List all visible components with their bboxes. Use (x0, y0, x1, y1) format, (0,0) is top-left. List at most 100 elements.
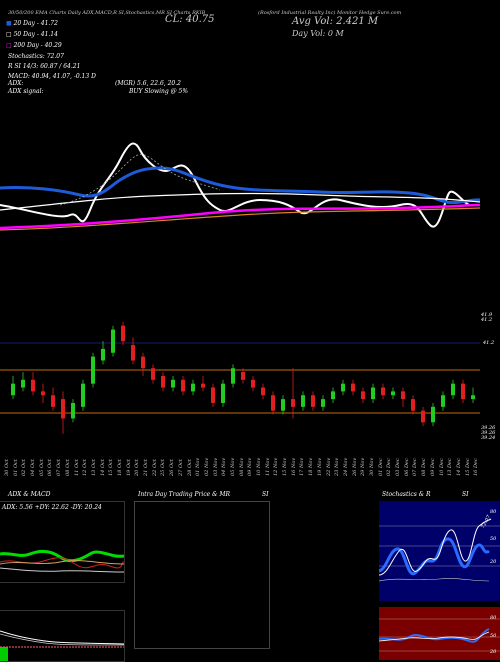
candle-body (41, 391, 45, 396)
date-label: 06 Oct (47, 459, 54, 476)
date-label: 12 Nov (273, 457, 280, 476)
date-label: 27 Oct (177, 459, 184, 476)
date-label: 15 Dec (464, 458, 471, 476)
candle-body (181, 379, 185, 392)
candle-body (261, 387, 265, 396)
close-price: CL: 40.75 (165, 14, 215, 25)
date-label: 10 Nov (256, 457, 263, 476)
candle-body (381, 387, 385, 396)
candle-body (101, 348, 105, 361)
intraday-title: Intra Day Trading Price & MR (138, 491, 231, 498)
level-mid: 41.2 (483, 340, 495, 346)
candle-body (91, 356, 95, 384)
date-label: 23 Nov (334, 457, 341, 476)
candle-body (401, 391, 405, 400)
date-label: 02 Nov (203, 457, 210, 476)
date-label: 04 Oct (30, 459, 37, 476)
date-label: 19 Oct (125, 459, 132, 476)
stoch-tick-50: 50 (490, 536, 497, 542)
candle-body (11, 383, 15, 396)
date-label: 14 Oct (99, 459, 106, 476)
adx-panel-title: ADX & MACD (8, 491, 51, 498)
ema50-line (0, 192, 481, 211)
avg-volume: Avg Vol: 2.421 M (292, 16, 379, 27)
date-label: 14 Dec (455, 458, 462, 476)
macd-panel (0, 610, 125, 662)
date-label: 01 Dec (377, 458, 384, 476)
date-label: 18 Nov (308, 457, 315, 476)
ema200-line (0, 203, 481, 230)
adx-signal-label: ADX signal: (8, 88, 44, 95)
date-label: 05 Oct (38, 459, 45, 476)
candle-body (231, 368, 235, 384)
date-label: 15 Nov (282, 457, 289, 476)
candle-body (151, 368, 155, 380)
candle-body (31, 379, 35, 392)
candle-body (221, 383, 225, 403)
macd-label: MACD: 40.94, 41.07, -0.13 D (8, 73, 96, 80)
ema-orange (0, 207, 481, 231)
date-label: 06 Dec (403, 458, 410, 476)
date-label: 19 Nov (316, 457, 323, 476)
date-label: 13 Dec (447, 458, 454, 476)
date-label: 30 Oct (4, 459, 10, 476)
intraday-panel (134, 501, 270, 649)
candle-body (361, 391, 365, 400)
ema20-line (0, 166, 481, 205)
date-label: 22 Oct (151, 459, 158, 476)
ema-white-dotted (59, 153, 221, 206)
candle-body (421, 410, 425, 423)
date-label: 07 Oct (56, 459, 63, 476)
candle-body (461, 383, 465, 400)
adx-label: ADX: (8, 80, 24, 87)
date-label: 20 Oct (134, 459, 141, 476)
candle-body (411, 399, 415, 411)
candle-body (391, 391, 395, 396)
company-name: (Rosford Industrial Realty Inc) Monitor … (258, 10, 402, 16)
date-label: 13 Oct (90, 459, 97, 476)
candle-body (311, 395, 315, 407)
date-label: 26 Nov (351, 457, 358, 476)
date-label: 17 Nov (299, 457, 306, 476)
candle-body (21, 379, 25, 388)
candle-body (121, 325, 125, 342)
ema50-label: □ 50 Day - 41.14 (6, 31, 58, 38)
date-label: 01 Nov (195, 457, 202, 476)
candle-body (341, 383, 345, 392)
date-label: 02 Dec (386, 458, 393, 476)
stoch-title: Stochastics & R (382, 491, 431, 498)
level-low-3: 39.24 (481, 435, 496, 441)
date-label: 04 Nov (221, 457, 228, 476)
adx-panel-values: ADX: 5.56 +DY: 22.62 -DY: 20.24 (2, 504, 102, 511)
rsi-tick-20: 20 (490, 649, 497, 655)
level-top-2: 41.2 (481, 317, 493, 323)
date-label: 29 Nov (360, 457, 367, 476)
level-top-1: 41.9 (481, 312, 493, 318)
adx-signal-value: BUY Slowing @ 5% (129, 88, 189, 95)
price-line-white (0, 142, 471, 228)
candle-body (51, 395, 55, 407)
date-label: 02 Oct (21, 459, 28, 476)
stoch-si: SI (462, 491, 469, 498)
adx-lines (0, 549, 124, 573)
date-label: 12 Oct (82, 459, 89, 476)
date-axis: 30 Oct 01 Oct 02 Oct 04 Oct 05 Oct 06 Oct 07 O… (0, 436, 480, 480)
day-volume: Day Vol: 0 M (292, 29, 344, 38)
candle-body (161, 375, 165, 388)
header-title: 30/50/200 EMA Charts Daily ADX,MACD,R SI… (8, 10, 206, 16)
date-label: 21 Oct (143, 459, 150, 476)
rsi-tick-50: 50 (490, 633, 497, 639)
candle-body (211, 387, 215, 403)
candle-body (71, 402, 75, 419)
date-label: 25 Oct (160, 459, 167, 476)
candle-body (321, 399, 325, 407)
rsi-panel: 80 50 20 (379, 607, 500, 660)
stoch-lines (379, 518, 500, 582)
date-label: 26 Oct (169, 459, 176, 476)
rsi-label: R SI 14/3: 60.87 / 64.21 (8, 63, 81, 70)
date-label: 11 Oct (73, 459, 80, 476)
stoch-tick-20: 20 (490, 559, 497, 565)
candle-body (241, 372, 245, 380)
level-low-2: 39.26 (481, 430, 496, 436)
candle-body (191, 383, 195, 392)
